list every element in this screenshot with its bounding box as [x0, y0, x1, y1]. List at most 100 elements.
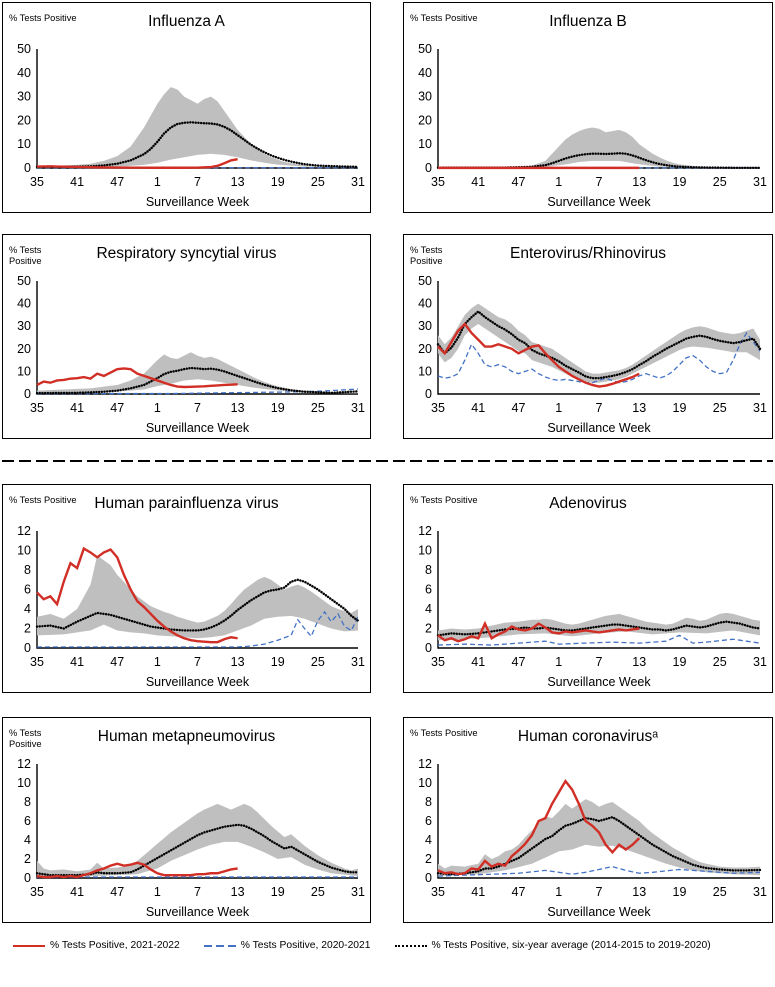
svg-text:31: 31 — [351, 885, 365, 899]
svg-text:7: 7 — [194, 655, 201, 669]
svg-text:41: 41 — [471, 655, 485, 669]
svg-text:0: 0 — [425, 641, 432, 655]
svg-text:50: 50 — [418, 42, 432, 56]
svg-text:4: 4 — [425, 833, 432, 847]
svg-text:7: 7 — [596, 885, 603, 899]
svg-text:47: 47 — [110, 175, 124, 189]
svg-text:47: 47 — [512, 885, 526, 899]
svg-text:8: 8 — [425, 795, 432, 809]
svg-text:31: 31 — [351, 401, 365, 415]
svg-text:0: 0 — [24, 387, 31, 401]
svg-text:31: 31 — [351, 175, 365, 189]
svg-text:0: 0 — [425, 871, 432, 885]
svg-text:1: 1 — [154, 401, 161, 415]
svg-text:0: 0 — [425, 387, 432, 401]
svg-text:2: 2 — [425, 622, 432, 636]
svg-text:8: 8 — [24, 563, 31, 577]
svg-text:Surveillance Week: Surveillance Week — [547, 421, 651, 435]
svg-text:1: 1 — [154, 885, 161, 899]
svg-text:0: 0 — [425, 161, 432, 175]
svg-text:0: 0 — [24, 161, 31, 175]
svg-text:20: 20 — [17, 342, 31, 356]
svg-text:40: 40 — [17, 297, 31, 311]
svg-text:7: 7 — [596, 401, 603, 415]
svg-text:7: 7 — [194, 401, 201, 415]
svg-text:31: 31 — [351, 655, 365, 669]
svg-text:1: 1 — [555, 401, 562, 415]
svg-text:13: 13 — [632, 401, 646, 415]
svg-text:47: 47 — [110, 885, 124, 899]
svg-text:40: 40 — [17, 66, 31, 80]
svg-text:41: 41 — [70, 655, 84, 669]
svg-text:4: 4 — [24, 833, 31, 847]
svg-text:47: 47 — [512, 655, 526, 669]
svg-text:19: 19 — [673, 655, 687, 669]
svg-text:40: 40 — [418, 297, 432, 311]
svg-text:10: 10 — [17, 137, 31, 151]
svg-text:50: 50 — [17, 274, 31, 288]
svg-text:8: 8 — [425, 563, 432, 577]
svg-text:13: 13 — [632, 885, 646, 899]
svg-text:31: 31 — [753, 401, 767, 415]
svg-text:1: 1 — [555, 655, 562, 669]
svg-text:41: 41 — [471, 885, 485, 899]
svg-text:47: 47 — [110, 401, 124, 415]
svg-text:35: 35 — [30, 175, 44, 189]
svg-text:41: 41 — [70, 401, 84, 415]
svg-text:1: 1 — [555, 885, 562, 899]
svg-text:31: 31 — [753, 885, 767, 899]
svg-text:35: 35 — [30, 885, 44, 899]
svg-text:7: 7 — [596, 655, 603, 669]
svg-text:Surveillance Week: Surveillance Week — [146, 675, 250, 689]
svg-text:19: 19 — [673, 175, 687, 189]
svg-text:Surveillance Week: Surveillance Week — [146, 905, 250, 919]
svg-text:25: 25 — [311, 655, 325, 669]
svg-text:35: 35 — [431, 401, 445, 415]
svg-text:25: 25 — [713, 401, 727, 415]
svg-text:25: 25 — [311, 175, 325, 189]
svg-text:2: 2 — [24, 852, 31, 866]
svg-text:35: 35 — [30, 401, 44, 415]
svg-text:10: 10 — [17, 544, 31, 558]
svg-text:47: 47 — [512, 175, 526, 189]
svg-text:1: 1 — [555, 175, 562, 189]
svg-text:6: 6 — [24, 583, 31, 597]
svg-text:30: 30 — [17, 319, 31, 333]
svg-text:25: 25 — [713, 175, 727, 189]
svg-text:12: 12 — [418, 524, 432, 538]
svg-text:2: 2 — [24, 622, 31, 636]
svg-text:47: 47 — [110, 655, 124, 669]
svg-text:13: 13 — [231, 401, 245, 415]
svg-text:10: 10 — [418, 364, 432, 378]
svg-text:Surveillance Week: Surveillance Week — [547, 195, 651, 209]
svg-text:7: 7 — [596, 175, 603, 189]
svg-text:19: 19 — [271, 401, 285, 415]
svg-text:Surveillance Week: Surveillance Week — [547, 675, 651, 689]
svg-text:6: 6 — [425, 814, 432, 828]
svg-text:50: 50 — [17, 42, 31, 56]
svg-text:30: 30 — [418, 90, 432, 104]
svg-text:20: 20 — [17, 113, 31, 127]
svg-text:7: 7 — [194, 175, 201, 189]
svg-text:0: 0 — [24, 871, 31, 885]
svg-text:Surveillance Week: Surveillance Week — [547, 905, 651, 919]
svg-text:12: 12 — [418, 757, 432, 771]
svg-text:6: 6 — [24, 814, 31, 828]
svg-text:13: 13 — [231, 175, 245, 189]
svg-text:13: 13 — [231, 655, 245, 669]
svg-text:41: 41 — [471, 401, 485, 415]
svg-text:19: 19 — [271, 655, 285, 669]
svg-text:6: 6 — [425, 583, 432, 597]
svg-text:13: 13 — [632, 175, 646, 189]
svg-text:10: 10 — [418, 776, 432, 790]
svg-text:31: 31 — [753, 175, 767, 189]
svg-text:35: 35 — [431, 885, 445, 899]
svg-text:4: 4 — [24, 602, 31, 616]
svg-text:7: 7 — [194, 885, 201, 899]
svg-text:47: 47 — [512, 401, 526, 415]
svg-text:10: 10 — [17, 776, 31, 790]
svg-text:40: 40 — [418, 66, 432, 80]
svg-text:20: 20 — [418, 342, 432, 356]
svg-text:10: 10 — [418, 544, 432, 558]
svg-text:35: 35 — [431, 175, 445, 189]
